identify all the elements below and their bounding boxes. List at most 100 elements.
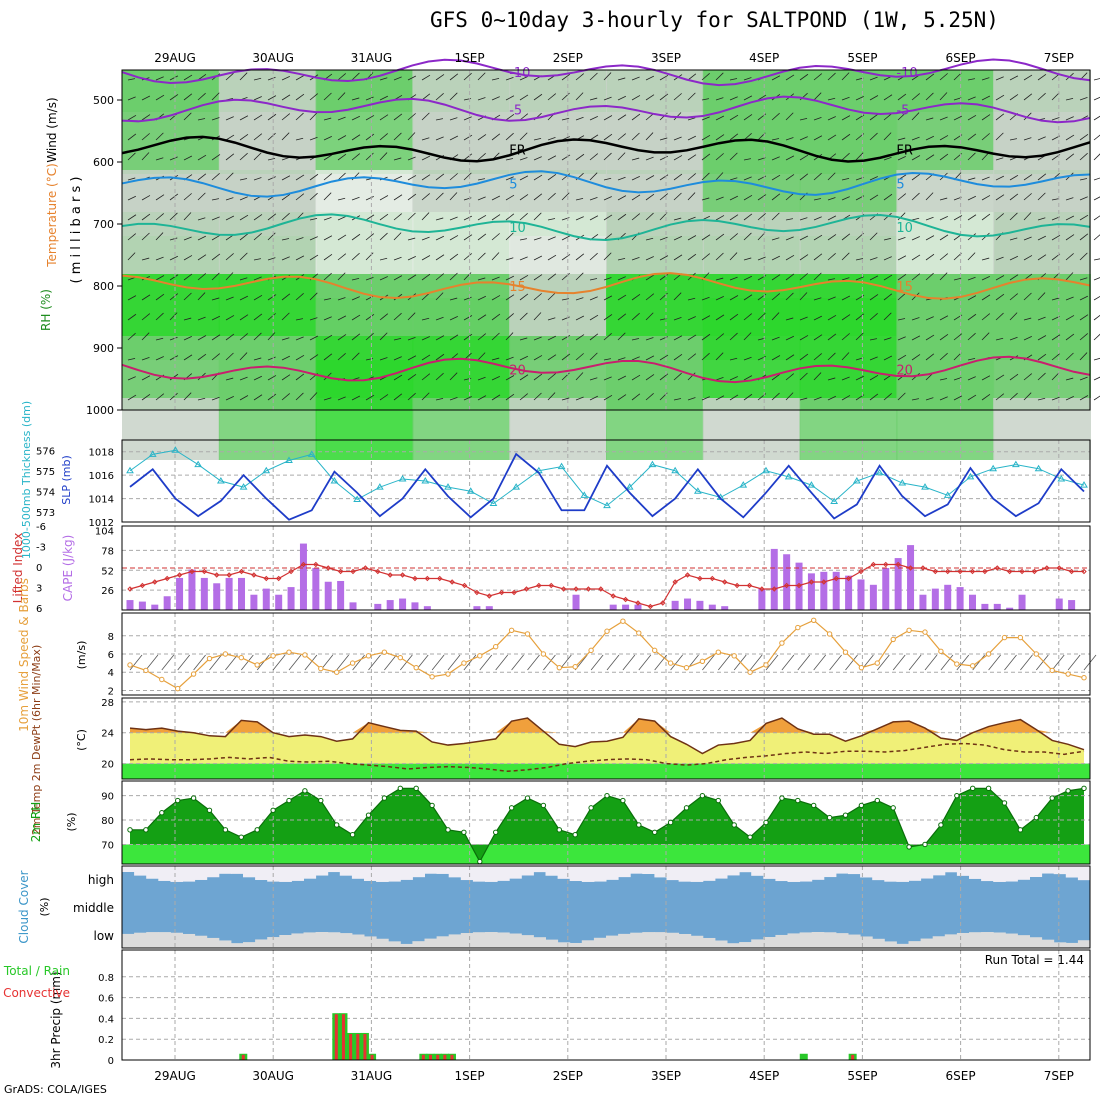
cloud-high-cell: [811, 866, 825, 880]
wind-barb: [729, 96, 738, 101]
panel-frame: [121, 865, 1091, 949]
wind-barb: [1065, 97, 1074, 101]
wind-barb: [479, 654, 493, 671]
wind-barb: [561, 73, 571, 81]
wind-barb: [449, 92, 458, 101]
cloud-high-cell: [339, 866, 353, 876]
thickness-marker: [1080, 481, 1088, 488]
wind-barb: [645, 237, 654, 241]
wind-barb: [365, 314, 375, 321]
wind-barb: [435, 217, 444, 221]
wind-barb: [225, 72, 234, 81]
wind-barb: [365, 252, 374, 261]
wind-barb: [717, 654, 731, 671]
wind-barb: [281, 238, 290, 241]
wind-barb: [645, 274, 655, 281]
wind-barb: [841, 96, 850, 101]
wind-barb: [673, 236, 682, 241]
rh-marker: [922, 841, 928, 848]
wind-barb: [351, 97, 360, 101]
wind-barb: [1067, 654, 1081, 671]
wind-barb: [323, 117, 332, 121]
cloud-high-cell: [158, 866, 171, 881]
cloud-high-cell: [896, 866, 909, 882]
wind-barb: [841, 277, 850, 281]
wind-barb: [1093, 196, 1100, 201]
wind-barb: [897, 156, 906, 161]
wind-barb: [225, 654, 238, 671]
li-marker: [560, 586, 567, 592]
wind-barb: [813, 372, 822, 381]
rh-marker: [1049, 795, 1055, 801]
cloud-low-cell: [835, 933, 849, 948]
wind-barb: [729, 214, 739, 221]
wind-barb: [253, 214, 263, 221]
wind-barb: [183, 212, 192, 221]
wind-barb: [435, 335, 445, 341]
wind-barb: [995, 393, 1005, 401]
y-tick-label: -3: [36, 543, 46, 554]
wind-barb: [379, 332, 388, 341]
wind-barb: [155, 256, 164, 261]
rh-marker: [127, 827, 133, 833]
li-marker: [858, 568, 864, 575]
wind-barb: [638, 654, 652, 671]
rh-units: (%): [65, 812, 78, 831]
wind-barb: [421, 174, 431, 181]
cloud-low-cell: [872, 938, 885, 948]
wind-barb: [267, 332, 276, 341]
wind-barb: [617, 95, 626, 101]
wind-barb: [622, 654, 636, 671]
rh-marker: [763, 819, 769, 826]
wind-barb: [813, 272, 822, 281]
temperature-contour: [121, 135, 1091, 163]
wind-barb: [729, 152, 738, 161]
cloud-low-cell: [533, 937, 546, 948]
wind-barb: [351, 333, 361, 341]
rh-marker: [1065, 788, 1071, 794]
wind-barb: [995, 132, 1004, 141]
wind-marker: [524, 631, 531, 637]
wind-barb: [589, 333, 599, 341]
wind-barb: [155, 213, 164, 221]
cloud-high-cell: [702, 866, 716, 881]
wind-barb: [925, 334, 935, 341]
wind-barb: [272, 654, 286, 671]
wind-barb: [211, 117, 220, 121]
li-marker: [1031, 568, 1038, 575]
wind-barb: [519, 238, 528, 241]
wind-barb: [939, 116, 948, 121]
wind-barb: [561, 235, 571, 241]
li-marker: [969, 568, 976, 575]
li-marker: [387, 572, 393, 578]
wind-barb: [1037, 397, 1046, 401]
wind-barb: [673, 136, 682, 141]
cloud-low-cell: [727, 943, 740, 948]
wind-barb: [449, 397, 458, 401]
wind-marker: [938, 648, 944, 654]
rh-marker: [667, 819, 674, 826]
cloud-high-cell: [509, 866, 522, 879]
cape-bar: [1006, 607, 1014, 610]
wind-barb: [925, 253, 935, 261]
cloud-low-cell: [763, 936, 776, 948]
wind-barb: [1093, 215, 1100, 221]
wind-barb: [883, 132, 892, 141]
rh-marker: [811, 802, 817, 809]
wind-barb: [211, 396, 220, 401]
wind-marker: [413, 664, 419, 671]
wind-barb: [533, 373, 543, 381]
wind-barb: [435, 235, 444, 241]
cape-bar: [275, 594, 283, 610]
wind-barb: [729, 233, 738, 241]
cloud-low-cell: [666, 932, 680, 948]
wind-barb: [813, 172, 822, 181]
wind-barb: [365, 214, 375, 221]
wind-barb: [211, 253, 221, 261]
cloud-low-cell: [122, 933, 135, 948]
wind-barb: [939, 135, 949, 141]
wind-barb: [981, 294, 991, 301]
y-tick-label: 576: [36, 446, 55, 457]
rh-area: [130, 788, 1084, 862]
wind-barb: [897, 93, 907, 101]
